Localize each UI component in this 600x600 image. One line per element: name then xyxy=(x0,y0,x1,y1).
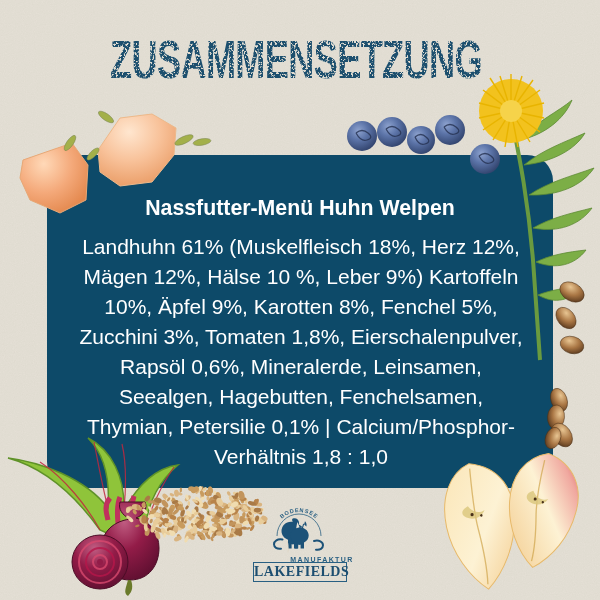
svg-text:BODENSEE: BODENSEE xyxy=(279,507,320,520)
